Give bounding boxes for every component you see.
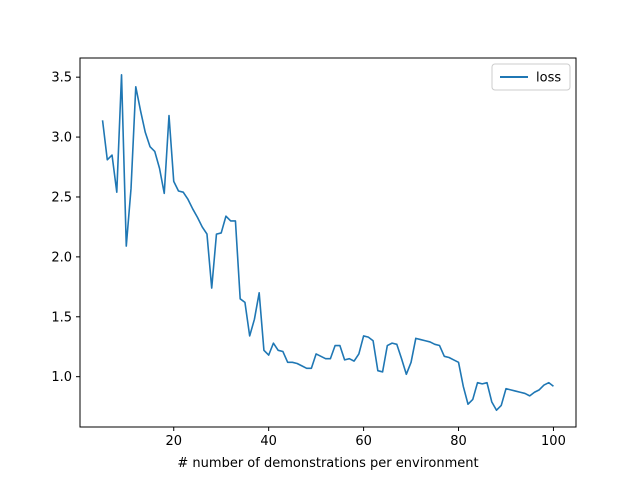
x-tick-label: 60 (355, 434, 372, 449)
y-tick-label: 3.0 (51, 131, 72, 146)
legend-label-loss: loss (536, 71, 561, 86)
axes-frame (79, 57, 577, 428)
x-tick-label: 20 (165, 434, 182, 449)
y-tick-label: 3.5 (51, 71, 72, 86)
legend-box (491, 63, 571, 91)
y-tick-label: 2.5 (51, 190, 72, 205)
y-tick-label: 1.5 (51, 310, 72, 325)
x-tick-label: 80 (450, 434, 467, 449)
series-layer (101, 73, 554, 412)
legend: loss (491, 63, 571, 91)
y-axis-ticks: 1.0 1.5 2.0 2.5 3.0 3.5 (51, 71, 80, 385)
x-tick-label: 100 (541, 434, 566, 449)
y-tick-label: 2.0 (51, 250, 72, 265)
x-tick-label: 40 (260, 434, 277, 449)
x-axis-ticks: 20 40 60 80 100 (165, 427, 566, 449)
series-line-loss (101, 73, 554, 412)
y-tick-label: 1.0 (51, 370, 72, 385)
x-axis-label: # number of demonstrations per environme… (177, 456, 478, 471)
